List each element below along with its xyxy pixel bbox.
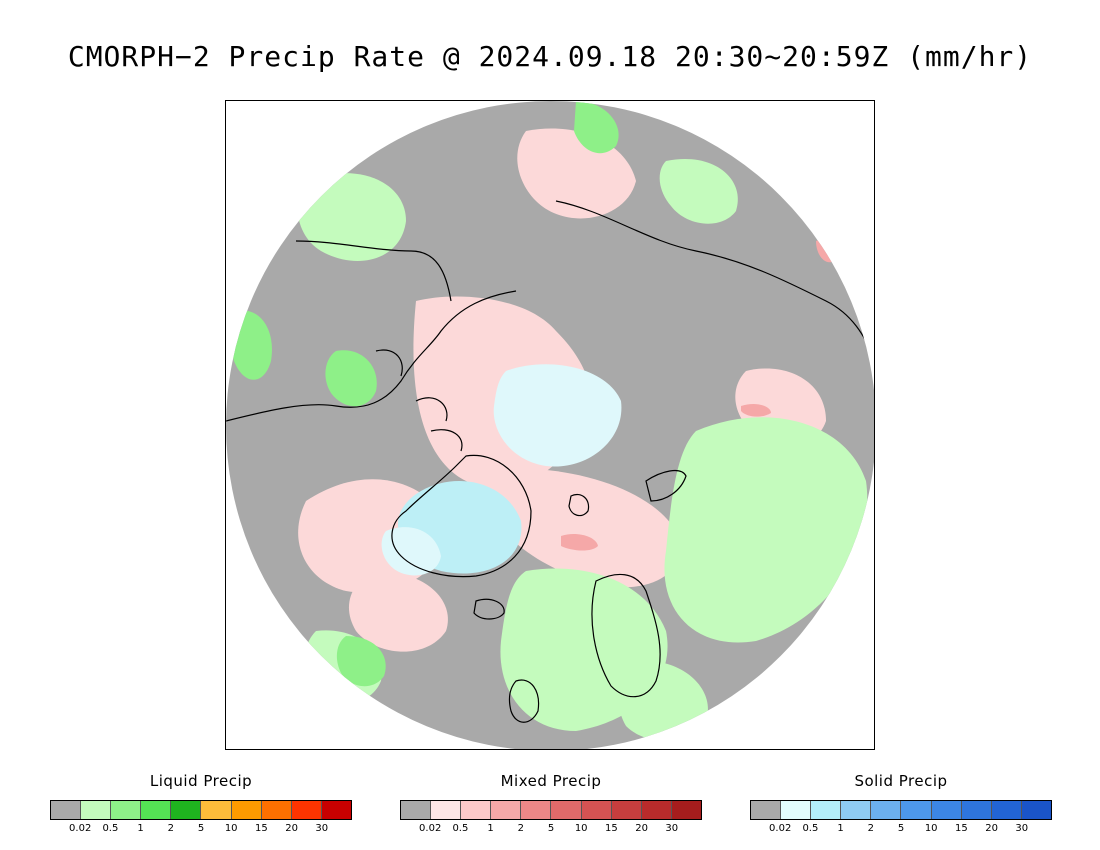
colorbar-swatch: [931, 801, 962, 819]
colorbar-swatch: [901, 801, 932, 819]
colorbar-tick-label: 15: [605, 823, 618, 834]
colorbar-tick-label: 0.02: [419, 823, 442, 834]
colorbar-swatch: [491, 801, 522, 819]
coastlines: [226, 200, 874, 723]
colorbar-ticks: 0.02 0.5 1 2 5 10 15 20 30: [750, 823, 1052, 837]
colorbar-tick-label: 15: [955, 823, 968, 834]
solid-precip-area: [493, 364, 622, 467]
colorbar-tick-label: 5: [197, 823, 205, 834]
liquid-precip-area: [659, 159, 738, 224]
liquid-precip-area: [664, 417, 868, 643]
colorbar-tick-label: 20: [285, 823, 298, 834]
colorbar-swatch: [231, 801, 262, 819]
colorbar-swatch: [781, 801, 812, 819]
north-america-coast: [226, 290, 517, 422]
colorbar-swatch: [51, 801, 82, 819]
greenland-coast: [391, 454, 532, 578]
colorbar-tick-label: 20: [985, 823, 998, 834]
colorbar-swatch: [961, 801, 992, 819]
colorbar-tick-label: 0.02: [69, 823, 92, 834]
colorbar-swatch: [811, 801, 842, 819]
british-isles-coast: [508, 679, 540, 723]
precip-map: [225, 100, 875, 750]
colorbar-swatch: [1021, 801, 1051, 819]
legend-title: Liquid Precip: [149, 772, 253, 790]
colorbar-tick-label: 2: [517, 823, 524, 834]
mixed-precip-area: [484, 468, 681, 588]
colorbar-swatch: [141, 801, 172, 819]
legend-mixed: Mixed Precip 0.02 0.5 1 2 5 10 15 20 30: [400, 772, 702, 837]
colorbar-tick-label: 0.5: [802, 823, 819, 834]
colorbar-tick-label: 10: [224, 823, 238, 834]
colorbar: [50, 800, 352, 820]
colorbar-tick-label: 1: [137, 823, 144, 834]
colorbar-tick-label: 15: [255, 823, 268, 834]
colorbar-tick-label: 5: [547, 823, 555, 834]
colorbar-tick-label: 30: [665, 823, 679, 834]
legend-title: Solid Precip: [854, 772, 948, 790]
colorbar-tick-label: 20: [635, 823, 648, 834]
colorbar-swatch: [991, 801, 1022, 819]
colorbar-swatch: [171, 801, 202, 819]
liquid-precip-area: [618, 661, 708, 741]
colorbar-swatch: [551, 801, 582, 819]
liquid-precip-area: [574, 101, 619, 154]
siberia-coast: [555, 200, 874, 362]
colorbar-swatch: [641, 801, 672, 819]
colorbar-tick-label: 10: [924, 823, 938, 834]
colorbar-tick-label: 10: [574, 823, 588, 834]
colorbar: [400, 800, 702, 820]
colorbar-swatch: [401, 801, 432, 819]
mixed-precip-area: [348, 571, 448, 652]
iceland-coast: [473, 598, 505, 620]
colorbar-tick-label: 30: [315, 823, 329, 834]
colorbar: [750, 800, 1052, 820]
novaya-zemlya-coast: [645, 469, 687, 502]
colorbar-tick-label: 5: [897, 823, 905, 834]
liquid-precip-area: [325, 350, 377, 407]
svalbard-coast: [568, 493, 590, 517]
colorbar-tick-label: 0.5: [102, 823, 119, 834]
colorbar-tick-label: 2: [867, 823, 874, 834]
colorbar-tick-label: 1: [487, 823, 494, 834]
colorbar-swatch: [611, 801, 642, 819]
colorbar-swatch: [321, 801, 351, 819]
colorbar-ticks: 0.02 0.5 1 2 5 10 15 20 30: [50, 823, 352, 837]
colorbar-swatch: [201, 801, 232, 819]
colorbar-tick-label: 0.02: [769, 823, 792, 834]
alaska-coast: [295, 240, 452, 302]
colorbar-swatch: [671, 801, 701, 819]
colorbar-ticks: 0.02 0.5 1 2 5 10 15 20 30: [400, 823, 702, 837]
colorbar-swatch: [291, 801, 322, 819]
legend-title: Mixed Precip: [500, 772, 602, 790]
liquid-precip-area: [297, 173, 406, 261]
colorbar-tick-label: 30: [1015, 823, 1029, 834]
colorbar-swatch: [431, 801, 462, 819]
mixed-precip-streak: [561, 534, 598, 551]
colorbar-swatch: [871, 801, 902, 819]
map-canvas: [226, 101, 874, 749]
colorbar-tick-label: 2: [167, 823, 174, 834]
colorbar-swatch: [111, 801, 142, 819]
scandinavia-coast: [591, 573, 661, 698]
colorbar-swatch: [841, 801, 872, 819]
solid-precip-area: [381, 527, 441, 576]
precip-fields: [230, 101, 868, 741]
colorbar-tick-label: 0.5: [452, 823, 469, 834]
colorbar-swatch: [521, 801, 552, 819]
colorbar-swatch: [751, 801, 782, 819]
canadian-archipelago-coast: [375, 349, 463, 452]
colorbar-swatch: [261, 801, 292, 819]
colorbar-swatch: [81, 801, 112, 819]
mixed-precip-streak: [741, 403, 771, 417]
colorbar-tick-label: 1: [837, 823, 844, 834]
map-title: CMORPH−2 Precip Rate @ 2024.09.18 20:30~…: [67, 40, 1033, 73]
colorbar-swatch: [581, 801, 612, 819]
legend-solid: Solid Precip 0.02 0.5 1 2 5 10 15 20 30: [750, 772, 1052, 837]
liquid-precip-area: [336, 636, 386, 687]
colorbar-swatch: [461, 801, 492, 819]
legend-liquid: Liquid Precip 0.02 0.5 1 2 5 10 15 20 30: [50, 772, 352, 837]
